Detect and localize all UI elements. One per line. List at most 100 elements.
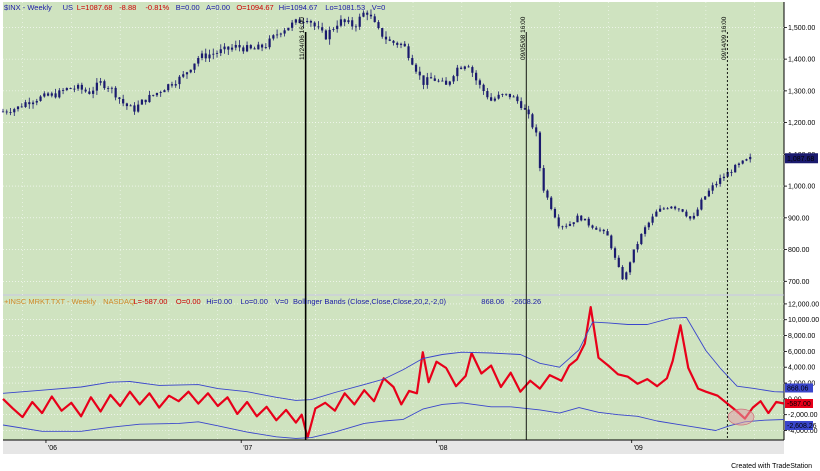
candle-body: [572, 222, 575, 225]
price-candle: [343, 18, 346, 27]
price-candle: [546, 189, 549, 200]
price-candle: [640, 233, 643, 246]
indicator-series: [2, 306, 785, 439]
price-candle: [163, 89, 166, 93]
price-candle: [324, 29, 328, 41]
price-candle: [422, 75, 425, 90]
candle-body: [418, 71, 421, 76]
price-candle: [565, 223, 568, 229]
price-candle: [358, 13, 361, 30]
price-candle: [125, 102, 129, 110]
price-candle: [523, 104, 527, 110]
price-candle: [651, 213, 654, 226]
price-y-tick-label: 900.00: [788, 215, 810, 222]
price-candle: [407, 43, 410, 61]
candle-body: [140, 99, 144, 105]
candle-body: [711, 185, 714, 191]
price-candle: [54, 88, 57, 99]
price-candle: [384, 31, 388, 44]
price-candle: [306, 17, 309, 24]
price-candle: [354, 24, 358, 32]
candle-body: [5, 111, 8, 113]
price-y-tick-label: 1,400.00: [788, 57, 815, 64]
price-candle: [610, 234, 613, 250]
candle-body: [298, 19, 301, 24]
candle-body: [9, 112, 12, 113]
price-candle: [61, 88, 65, 95]
price-header-field: -8.88: [119, 3, 136, 12]
price-candle: [606, 228, 609, 236]
candle-body: [148, 94, 151, 103]
price-candle: [107, 86, 110, 93]
indicator-y-tick-label: -4,000.00: [788, 428, 818, 435]
price-candle: [294, 18, 297, 25]
candle-body: [655, 211, 658, 217]
price-candle: [253, 46, 256, 50]
candle-body: [125, 103, 129, 107]
price-candle: [463, 65, 466, 71]
indicator-last-value-box: [785, 383, 813, 393]
price-candle: [719, 174, 722, 187]
candle-body: [734, 164, 737, 173]
price-candle: [448, 80, 451, 87]
price-candle: [704, 196, 707, 201]
lower-band-line: [2, 402, 785, 439]
candle-body: [279, 33, 282, 35]
price-candle: [351, 17, 354, 30]
price-candle: [144, 99, 147, 105]
price-candle: [689, 216, 692, 221]
price-candle: [459, 65, 463, 70]
candle-body: [234, 44, 237, 48]
candle-body: [685, 211, 688, 217]
price-candle: [76, 83, 80, 91]
candle-body: [490, 97, 493, 101]
price-candle: [103, 79, 106, 90]
last-price-label: 1,087.68: [787, 156, 814, 163]
candle-body: [505, 93, 508, 95]
date-marker-label: 11/24/06 16:00: [299, 17, 306, 60]
price-candle: [313, 21, 316, 31]
candle-body: [362, 12, 365, 17]
candle-body: [20, 106, 23, 108]
candle-body: [88, 91, 91, 94]
candle-body: [76, 84, 80, 89]
price-candle: [666, 207, 669, 210]
candle-body: [58, 90, 61, 98]
price-candle: [332, 27, 335, 32]
price-candle: [189, 69, 192, 74]
price-candle: [95, 78, 98, 95]
price-candles: [1, 9, 752, 281]
price-candle: [317, 21, 320, 30]
price-candle: [272, 34, 275, 41]
candle-body: [606, 231, 609, 236]
candle-body: [54, 93, 57, 98]
candle-body: [272, 35, 275, 39]
x-axis-strip: [3, 440, 784, 454]
price-candle: [486, 88, 489, 100]
price-candle: [531, 112, 534, 130]
indicator-y-tick-labels: -4,000.00-2,000.000.002,000.004,000.006,…: [784, 301, 819, 435]
indicator-last-value-label: 868.06: [787, 385, 809, 392]
candle-body: [677, 208, 680, 210]
candle-body: [133, 105, 136, 112]
candle-body: [302, 22, 305, 24]
candle-body: [658, 208, 662, 212]
candle-body: [80, 84, 83, 90]
candle-body: [264, 47, 267, 49]
indicator-header-field: O=0.00: [176, 297, 201, 306]
candle-body: [722, 176, 726, 179]
price-candle: [591, 224, 594, 230]
candle-body: [643, 227, 647, 234]
price-y-tick-label: 1,000.00: [788, 184, 815, 191]
price-candle: [193, 63, 196, 73]
candle-body: [550, 197, 553, 209]
candle-body: [204, 53, 207, 59]
candle-body: [193, 63, 196, 70]
price-candle: [260, 43, 264, 52]
price-candle: [535, 124, 538, 137]
price-candle: [249, 44, 252, 50]
candle-body: [260, 44, 264, 48]
price-candle: [396, 41, 399, 48]
